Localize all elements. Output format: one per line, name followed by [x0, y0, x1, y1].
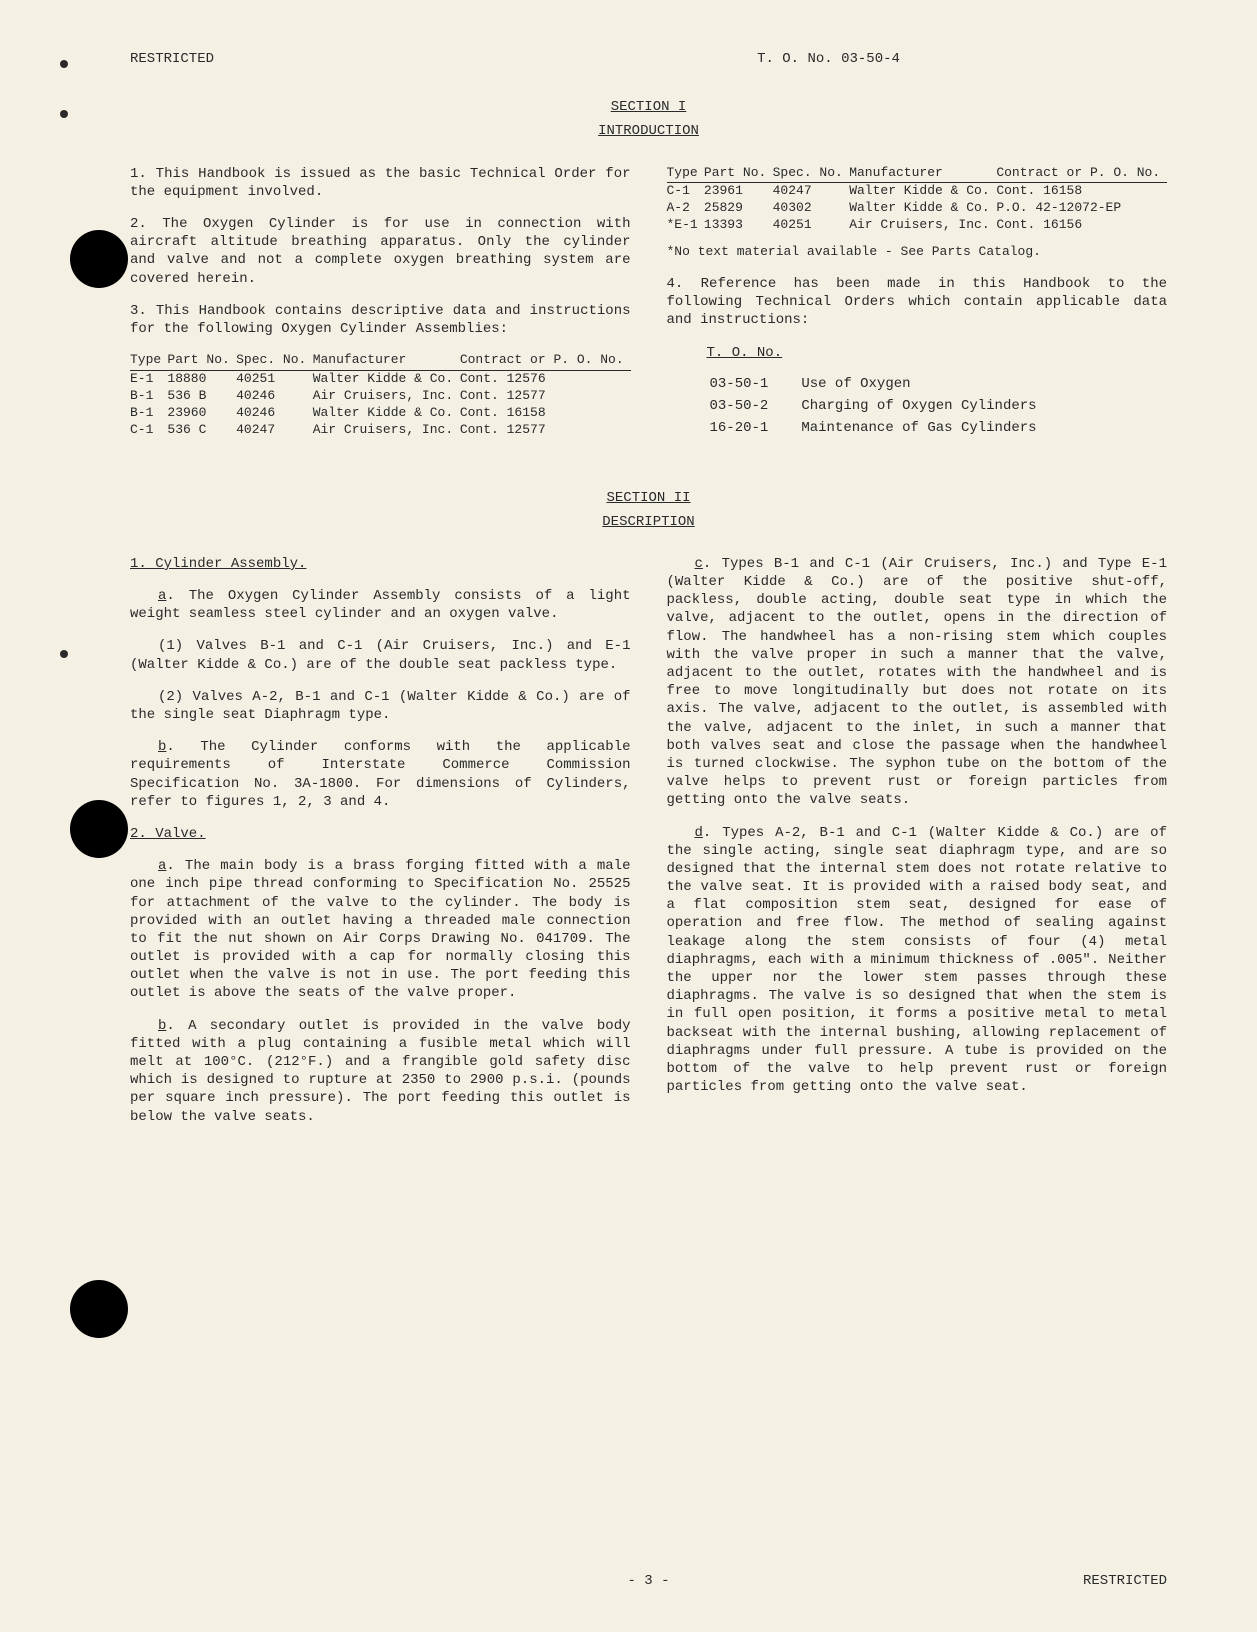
th-mfr: Manufacturer — [849, 165, 996, 183]
para-2d: d. Types A-2, B-1 and C-1 (Walter Kidde … — [667, 824, 1168, 1097]
section2-body: 1. Cylinder Assembly. a. The Oxygen Cyli… — [130, 555, 1167, 1140]
punch-hole — [70, 1280, 128, 1338]
dot-mark — [60, 60, 68, 68]
th-part: Part No. — [167, 352, 236, 370]
para-1a: a. The Oxygen Cylinder Assembly consists… — [130, 587, 631, 623]
punch-hole — [70, 230, 128, 288]
classification-bottom: RESTRICTED — [670, 1572, 1168, 1590]
assemblies-table-2: Type Part No. Spec. No. Manufacturer Con… — [667, 165, 1168, 235]
para-2: 2. The Oxygen Cylinder is for use in con… — [130, 215, 631, 288]
th-part: Part No. — [704, 165, 773, 183]
th-type: Type — [667, 165, 704, 183]
section2-left-col: 1. Cylinder Assembly. a. The Oxygen Cyli… — [130, 555, 631, 1140]
th-mfr: Manufacturer — [313, 352, 460, 370]
dot-mark — [60, 110, 68, 118]
footer: - 3 - RESTRICTED — [0, 1572, 1257, 1590]
to-list: T. O. No. 03-50-1Use of Oxygen 03-50-2Ch… — [707, 344, 1168, 441]
heading-valve: 2. Valve. — [130, 825, 631, 843]
table-row: *E-1 13393 40251 Air Cruisers, Inc. Cont… — [667, 217, 1168, 234]
section1-title: SECTION I — [130, 98, 1167, 116]
section2-title: SECTION II — [130, 489, 1167, 507]
table-row: B-1 536 B 40246 Air Cruisers, Inc. Cont.… — [130, 388, 631, 405]
table-row: B-1 23960 40246 Walter Kidde & Co. Cont.… — [130, 405, 631, 422]
table-row: 16-20-1Maintenance of Gas Cylinders — [709, 418, 1067, 438]
para-1a2: (2) Valves A-2, B-1 and C-1 (Walter Kidd… — [130, 688, 631, 724]
table-row: C-1 23961 40247 Walter Kidde & Co. Cont.… — [667, 183, 1168, 200]
header: RESTRICTED T. O. No. 03-50-4 — [130, 50, 1167, 68]
para-3: 3. This Handbook contains descriptive da… — [130, 302, 631, 338]
punch-hole — [70, 800, 128, 858]
table-row: C-1 536 C 40247 Air Cruisers, Inc. Cont.… — [130, 422, 631, 439]
section1-right-col: Type Part No. Spec. No. Manufacturer Con… — [667, 165, 1168, 449]
section2-subtitle: DESCRIPTION — [130, 513, 1167, 531]
section1-body: 1. This Handbook is issued as the basic … — [130, 165, 1167, 449]
dot-mark — [60, 650, 68, 658]
assemblies-table-1: Type Part No. Spec. No. Manufacturer Con… — [130, 352, 631, 438]
page: RESTRICTED T. O. No. 03-50-4 SECTION I I… — [0, 0, 1257, 1632]
to-heading: T. O. No. — [707, 344, 1168, 362]
para-2a: a. The main body is a brass forging fitt… — [130, 857, 631, 1003]
table-row: A-2 25829 40302 Walter Kidde & Co. P.O. … — [667, 200, 1168, 217]
section1-subtitle: INTRODUCTION — [130, 122, 1167, 140]
th-spec: Spec. No. — [236, 352, 313, 370]
section1-left-col: 1. This Handbook is issued as the basic … — [130, 165, 631, 449]
para-1a1: (1) Valves B-1 and C-1 (Air Cruisers, In… — [130, 637, 631, 673]
th-contract: Contract or P. O. No. — [460, 352, 631, 370]
table-row: 03-50-1Use of Oxygen — [709, 374, 1067, 394]
para-2b: b. A secondary outlet is provided in the… — [130, 1017, 631, 1126]
table-footnote: *No text material available - See Parts … — [667, 244, 1168, 261]
table-row: E-1 18880 40251 Walter Kidde & Co. Cont.… — [130, 370, 631, 387]
section2-right-col: c. Types B-1 and C-1 (Air Cruisers, Inc.… — [667, 555, 1168, 1140]
th-type: Type — [130, 352, 167, 370]
para-2c: c. Types B-1 and C-1 (Air Cruisers, Inc.… — [667, 555, 1168, 810]
classification-top: RESTRICTED — [130, 50, 450, 68]
page-number: - 3 - — [628, 1572, 670, 1590]
para-4: 4. Reference has been made in this Handb… — [667, 275, 1168, 330]
heading-cylinder-assembly: 1. Cylinder Assembly. — [130, 555, 631, 573]
th-spec: Spec. No. — [773, 165, 850, 183]
to-table: 03-50-1Use of Oxygen 03-50-2Charging of … — [707, 372, 1069, 441]
para-1: 1. This Handbook is issued as the basic … — [130, 165, 631, 201]
table-row: 03-50-2Charging of Oxygen Cylinders — [709, 396, 1067, 416]
to-number: T. O. No. 03-50-4 — [450, 50, 1167, 68]
th-contract: Contract or P. O. No. — [996, 165, 1167, 183]
para-1b: b. The Cylinder conforms with the applic… — [130, 738, 631, 811]
